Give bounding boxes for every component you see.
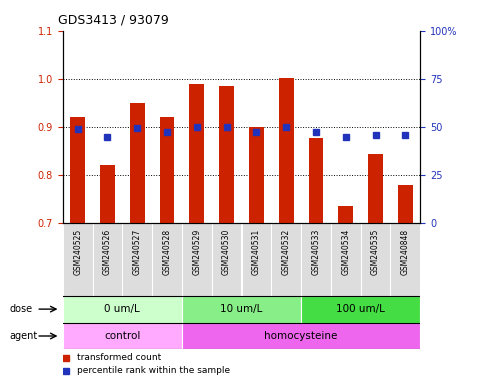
Text: percentile rank within the sample: percentile rank within the sample	[77, 366, 230, 376]
Text: dose: dose	[10, 304, 33, 314]
Text: GSM240848: GSM240848	[401, 228, 410, 275]
Text: GSM240525: GSM240525	[73, 228, 82, 275]
Bar	[63, 223, 93, 296]
Text: control: control	[104, 331, 141, 341]
Bar	[93, 223, 122, 296]
Text: GSM240532: GSM240532	[282, 228, 291, 275]
Bar	[152, 223, 182, 296]
Bar	[301, 223, 331, 296]
Text: GSM240527: GSM240527	[133, 228, 142, 275]
Text: GSM240528: GSM240528	[163, 228, 171, 275]
Bar	[63, 323, 182, 349]
Bar	[331, 223, 361, 296]
Bar	[159, 117, 174, 223]
Text: GDS3413 / 93079: GDS3413 / 93079	[58, 14, 169, 27]
Text: homocysteine: homocysteine	[264, 331, 338, 341]
Bar	[249, 127, 264, 223]
Text: GSM240530: GSM240530	[222, 228, 231, 275]
Bar	[63, 296, 182, 323]
Bar	[219, 86, 234, 223]
Bar	[182, 296, 301, 323]
Bar	[182, 323, 420, 349]
Bar	[70, 117, 85, 223]
Bar	[271, 223, 301, 296]
Bar	[212, 223, 242, 296]
Text: GSM240535: GSM240535	[371, 228, 380, 275]
Bar	[279, 78, 294, 223]
Bar	[301, 296, 420, 323]
Bar	[122, 223, 152, 296]
Text: GSM240534: GSM240534	[341, 228, 350, 275]
Bar	[309, 138, 324, 223]
Text: GSM240526: GSM240526	[103, 228, 112, 275]
Text: 10 um/L: 10 um/L	[220, 304, 263, 314]
Bar	[361, 223, 390, 296]
Bar	[242, 223, 271, 296]
Bar	[338, 206, 353, 223]
Bar	[390, 223, 420, 296]
Text: GSM240531: GSM240531	[252, 228, 261, 275]
Text: GSM240529: GSM240529	[192, 228, 201, 275]
Bar	[182, 223, 212, 296]
Text: transformed count: transformed count	[77, 353, 161, 362]
Bar	[189, 84, 204, 223]
Bar	[398, 185, 413, 223]
Bar	[100, 165, 115, 223]
Text: GSM240533: GSM240533	[312, 228, 320, 275]
Bar	[130, 103, 145, 223]
Bar	[368, 154, 383, 223]
Text: 100 um/L: 100 um/L	[336, 304, 385, 314]
Text: 0 um/L: 0 um/L	[104, 304, 140, 314]
Text: agent: agent	[10, 331, 38, 341]
